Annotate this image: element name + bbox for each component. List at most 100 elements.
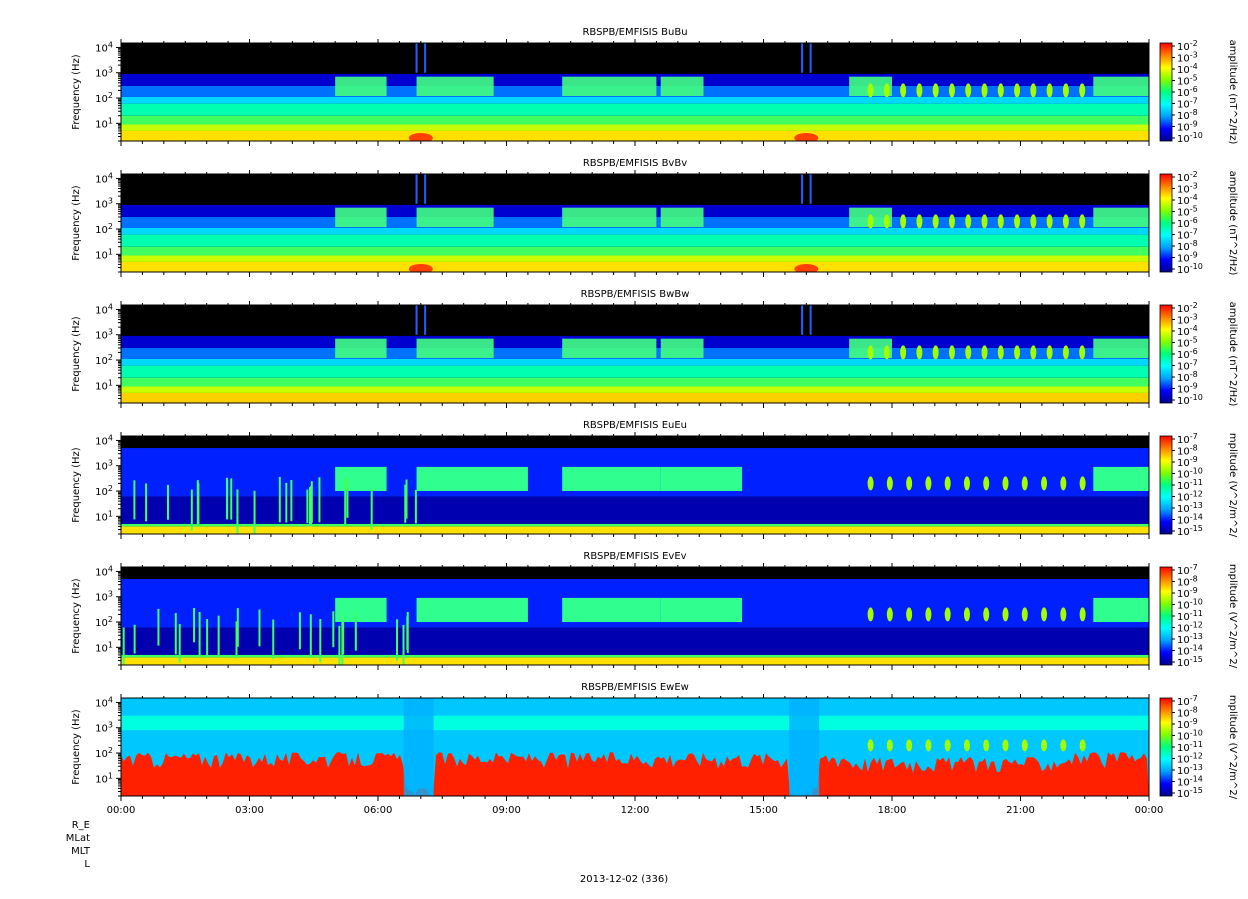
emission-blob [981,83,988,98]
y-tick-label: 101 [95,247,113,261]
emission-blob [867,83,874,98]
emission-blob [1062,83,1069,98]
colorbar-tick-label: 10-10 [1177,467,1203,481]
panel-6: RBSPB/EMFISIS EwEw Frequency (Hz) 101 102 10… [71,682,1238,816]
emission-blob [925,607,932,622]
y-tick-label: 102 [95,91,113,105]
emission-blob [965,345,972,360]
panel-title: RBSPB/EMFISIS BvBv [583,158,687,169]
y-axis-label: Frequency (Hz) [71,185,82,261]
emission-patch-0 [335,466,387,492]
burst [414,489,417,524]
emission-patch-5 [1093,207,1149,228]
emission-blob [965,83,972,98]
emission-blob [1030,345,1037,360]
colorbar-tick-label: 10-6 [1177,216,1198,230]
colorbar-tick-label: 10-12 [1177,752,1203,766]
colorbar-tick-label: 10-5 [1177,74,1198,88]
burst [193,608,196,643]
colorbar-tick-label: 10-11 [1177,478,1203,492]
colorbar-tick-label: 10-4 [1177,62,1198,76]
x-tick-label: 03:00 [235,805,264,816]
colorbar-tick-label: 10-11 [1177,609,1203,623]
spike-2 [801,305,804,335]
y-axis-label: Frequency (Hz) [71,578,82,654]
colorbar-tick-label: 10-5 [1177,205,1198,219]
colorbar-tick-label: 10-8 [1177,444,1198,458]
y-tick-label: 102 [95,353,113,367]
emission-patch-1 [416,76,494,97]
band-2 [121,377,1149,387]
panel-title: RBSPB/EMFISIS EwEw [581,682,689,693]
spike-3 [809,43,812,73]
colorbar-tick-label: 10-7 [1177,97,1198,111]
band-0 [121,261,1149,272]
colorbar-tick-label: 10-8 [1177,575,1198,589]
emission-patch-2 [562,338,657,359]
band-floor [121,526,1149,534]
colorbar [1160,305,1172,403]
panel-title: RBSPB/EMFISIS BwBw [581,289,690,300]
colorbar-label: mplitude (V^2/m^2/ [1227,433,1238,538]
burst [235,621,238,659]
band-low [121,627,1149,655]
burst [402,624,405,665]
emission-blob [1046,83,1053,98]
emission-patch-1 [416,466,528,492]
spike-2 [801,174,804,204]
emission-patch-2 [562,76,657,97]
emission-blob [1079,83,1086,98]
colorbar-tick-label: 10-6 [1177,347,1198,361]
emission-blob [867,607,874,622]
colorbar-label: amplitude (nT^2/Hz) [1227,40,1238,145]
emission-patch-0 [335,76,387,97]
burst [236,608,239,647]
emission-blob [1041,607,1048,622]
burst [319,619,322,663]
burst [166,484,169,520]
emission-blob [916,345,923,360]
colorbar-tick-label: 10-14 [1177,513,1203,527]
y-axis-label: Frequency (Hz) [71,709,82,785]
spike-0 [415,43,418,73]
colorbar-tick-label: 10-5 [1177,336,1198,350]
burst [122,627,125,665]
emission-blob [1079,345,1086,360]
emission-blob [948,214,955,229]
emission-blob [932,214,939,229]
emission-blob [997,214,1004,229]
colorbar-tick-label: 10-3 [1177,313,1198,327]
burst [404,484,407,523]
emission-blob [1060,476,1067,491]
y-axis-label: Frequency (Hz) [71,447,82,523]
burst [258,609,261,647]
y-tick-label: 103 [95,590,113,604]
emission-blob [997,345,1004,360]
emission-patch-0 [335,207,387,228]
x-tick-label: 00:00 [107,805,136,816]
colorbar-tick-label: 10-9 [1177,717,1198,731]
burst [236,489,239,534]
burst [230,478,233,520]
panel-title: RBSPB/EMFISIS EuEu [583,420,687,431]
emission-patch-1 [416,338,494,359]
spike-2 [801,43,804,73]
y-tick-label: 102 [95,746,113,760]
emission-blob [886,607,893,622]
colorbar-tick-label: 10-4 [1177,324,1198,338]
y-tick-label: 103 [95,66,113,80]
emission-blob [944,476,951,491]
burst [306,489,309,524]
emission-blob [916,214,923,229]
colorbar-tick-label: 10-10 [1177,598,1203,612]
emission-blob [1021,739,1028,752]
spectrogram-image [121,174,1149,272]
emission-patch-2 [562,597,661,623]
emission-blob [906,476,913,491]
emission-patch-0 [335,338,387,359]
colorbar [1160,174,1172,272]
orbit-label-l: L [84,859,90,870]
emission-blob [1002,476,1009,491]
colorbar-tick-label: 10-9 [1177,251,1198,265]
y-tick-label: 103 [95,328,113,342]
